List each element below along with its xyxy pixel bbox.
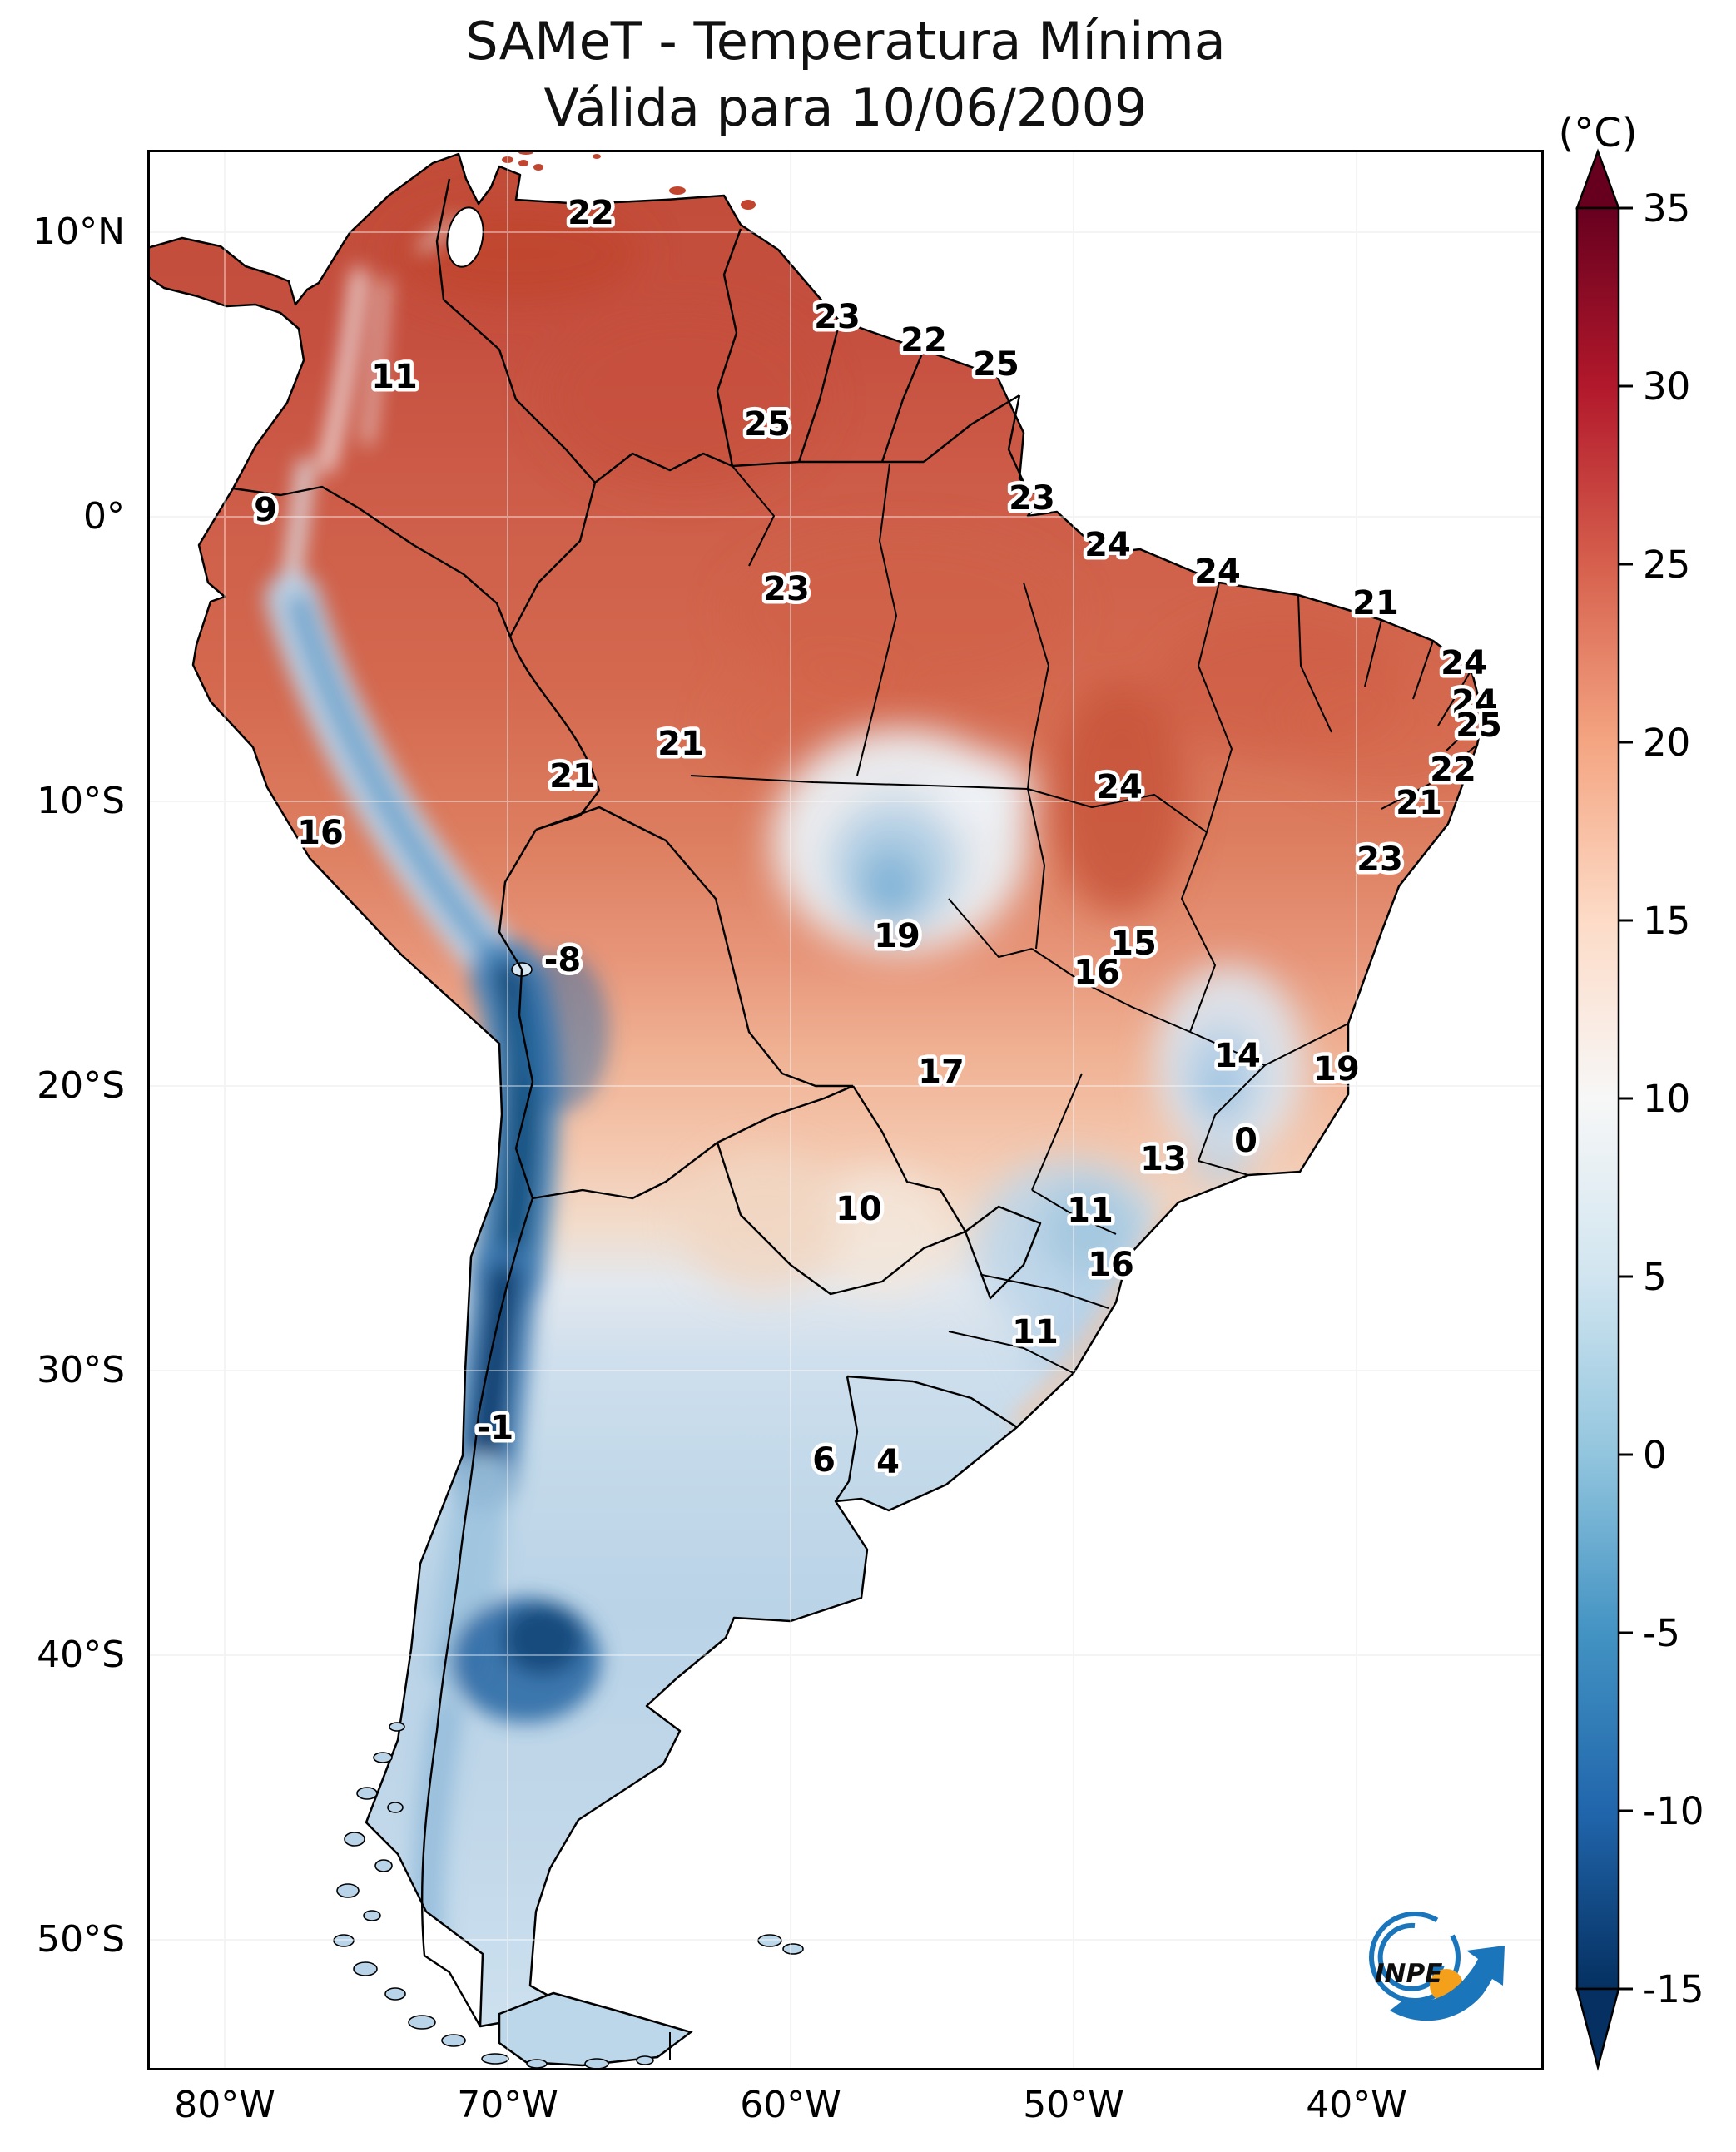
colorbar-tick-label: -15 <box>1643 1967 1704 2011</box>
temp-label: 22 <box>568 194 614 232</box>
temp-label: 16 <box>1074 954 1120 992</box>
lake-maracaibo <box>446 206 484 268</box>
temp-label: 16 <box>1088 1246 1134 1284</box>
temp-label: 10 <box>836 1190 882 1228</box>
temp-label: 25 <box>1456 707 1502 745</box>
temp-label: 11 <box>1012 1313 1059 1351</box>
colorbar-tick-label: -5 <box>1643 1611 1680 1655</box>
colorbar-tick-label: 25 <box>1643 543 1690 587</box>
cold-pools <box>684 728 1304 1394</box>
colorbar-tick-label: 10 <box>1643 1077 1690 1121</box>
lat-tick-label: 30°S <box>37 1349 125 1391</box>
logo-inner-swirl <box>1377 1922 1439 1991</box>
temp-label: 0 <box>1234 1122 1257 1160</box>
lon-tick-label: 50°W <box>1023 2084 1124 2126</box>
figure-title-line1: SAMeT - Temperatura Mínima <box>465 11 1226 72</box>
temp-label: 21 <box>1396 784 1442 822</box>
map-area: 22 11 9 23 22 25 25 23 24 24 21 24 24 25 22 21 23 23 21 21 2… <box>146 150 1544 2070</box>
lat-tick-label: 50°S <box>37 1918 125 1961</box>
colorbar-tick-label: -10 <box>1643 1789 1704 1833</box>
temperature-raster <box>147 154 1483 2065</box>
temp-label: 24 <box>1451 683 1498 721</box>
temp-label: 17 <box>918 1053 965 1091</box>
temp-label: 25 <box>744 405 791 444</box>
national-borders <box>232 178 1042 2027</box>
temp-label: 21 <box>657 725 704 763</box>
temp-label: 21 <box>1352 584 1399 622</box>
temp-label: 23 <box>1357 840 1403 879</box>
temp-label: 11 <box>1067 1192 1114 1230</box>
lon-tick-label: 40°W <box>1306 2084 1407 2126</box>
temp-label: 23 <box>1009 479 1055 518</box>
figure-title: SAMeT - Temperatura Mínima Válida para 1… <box>147 8 1544 141</box>
colorbar-tick-label: 15 <box>1643 899 1690 943</box>
lat-tick-label: 0° <box>83 495 125 538</box>
temp-label: 21 <box>549 757 596 796</box>
temp-label: 15 <box>1110 925 1157 963</box>
tierra-del-fuego <box>498 1991 693 2067</box>
colorbar-tick-label: 30 <box>1643 364 1690 409</box>
temp-label: -8 <box>544 941 581 979</box>
temp-label: 24 <box>1084 526 1131 564</box>
colorbar-arrow-over <box>1575 148 1620 210</box>
inpe-logo: INPE <box>1369 1912 1505 2021</box>
temp-label: 13 <box>1140 1140 1187 1178</box>
falkland-islands <box>757 1934 804 1955</box>
lon-tick-label: 70°W <box>457 2084 558 2126</box>
colorbar-arrow-under <box>1575 1987 1620 2071</box>
temp-label: 19 <box>1313 1050 1360 1088</box>
temp-label: 25 <box>973 345 1019 384</box>
colorbar-tick-label: 20 <box>1643 721 1690 765</box>
lat-tick-label: 40°S <box>37 1634 125 1676</box>
temp-label: 6 <box>812 1441 836 1480</box>
temp-label: 11 <box>371 358 418 396</box>
temp-label: 19 <box>874 917 920 955</box>
temp-label: 24 <box>1441 644 1487 682</box>
colorbar-tick-label: 0 <box>1643 1433 1667 1477</box>
lat-tick-label: 20°S <box>37 1064 125 1107</box>
lat-tick-label: 10°S <box>37 780 125 822</box>
temp-label: 24 <box>1194 553 1241 591</box>
temp-label: 9 <box>254 491 277 529</box>
temp-label: 16 <box>297 814 344 852</box>
lat-tick-label: 10°N <box>32 211 125 253</box>
patagonian-archipelago <box>333 1722 654 2070</box>
temp-label: 23 <box>763 570 810 608</box>
logo-swoosh-arrow <box>1390 1946 1505 2021</box>
colorbar-tick-label: 35 <box>1643 186 1690 231</box>
temp-label: 22 <box>900 321 947 359</box>
temp-label: -1 <box>477 1409 513 1447</box>
colorbar-ticks: 35 30 25 20 15 10 5 0 -5 -10 -15 <box>1619 186 1704 2011</box>
temp-label: 23 <box>814 298 861 336</box>
logo-text: INPE <box>1375 1959 1442 1989</box>
colorbar-tick-label: 5 <box>1643 1255 1667 1299</box>
temp-label: 24 <box>1096 768 1143 806</box>
temp-label: 14 <box>1214 1037 1261 1075</box>
colorbar-gradient <box>1575 206 1620 1991</box>
map-frame <box>147 150 1544 2070</box>
temp-label: 4 <box>876 1443 900 1481</box>
lon-tick-label: 60°W <box>740 2084 841 2126</box>
coastline-south-america <box>146 152 1485 2028</box>
lon-tick-label: 80°W <box>174 2084 275 2126</box>
state-borders <box>690 463 1484 1374</box>
temp-label: 22 <box>1430 751 1476 789</box>
figure-title-line2: Válida para 10/06/2009 <box>543 77 1148 138</box>
